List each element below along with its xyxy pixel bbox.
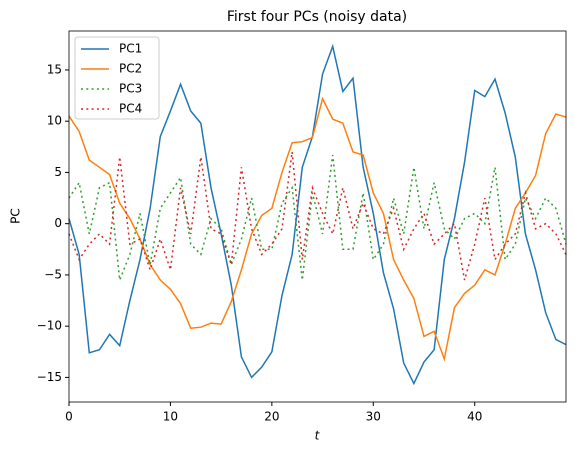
- y-tick-label: −5: [44, 267, 62, 281]
- legend-label: PC4: [119, 102, 142, 116]
- legend-label: PC2: [119, 62, 142, 76]
- y-tick-label: 10: [47, 114, 62, 128]
- y-axis-label: PC: [9, 208, 23, 224]
- legend-label: PC3: [119, 82, 142, 96]
- x-tick-label: 20: [264, 410, 279, 424]
- x-tick-label: 30: [366, 410, 381, 424]
- y-tick-label: 15: [47, 62, 62, 76]
- y-tick-label: 0: [54, 216, 62, 230]
- y-tick-label: −10: [37, 319, 62, 333]
- legend-label: PC1: [119, 42, 142, 56]
- legend-box: [74, 36, 160, 120]
- x-tick-label: 40: [467, 410, 482, 424]
- line-series: [68, 151, 567, 281]
- y-tick-label: 5: [54, 165, 62, 179]
- line-series: [68, 154, 567, 281]
- x-tick-label: 10: [163, 410, 178, 424]
- x-axis-label: t: [315, 429, 321, 443]
- line-series: [68, 43, 567, 386]
- line-series: [68, 96, 567, 362]
- x-tick-label: 0: [65, 410, 73, 424]
- plot-frame: [68, 30, 567, 403]
- chart-title: First four PCs (noisy data): [227, 9, 407, 25]
- y-tick-label: −15: [37, 370, 62, 384]
